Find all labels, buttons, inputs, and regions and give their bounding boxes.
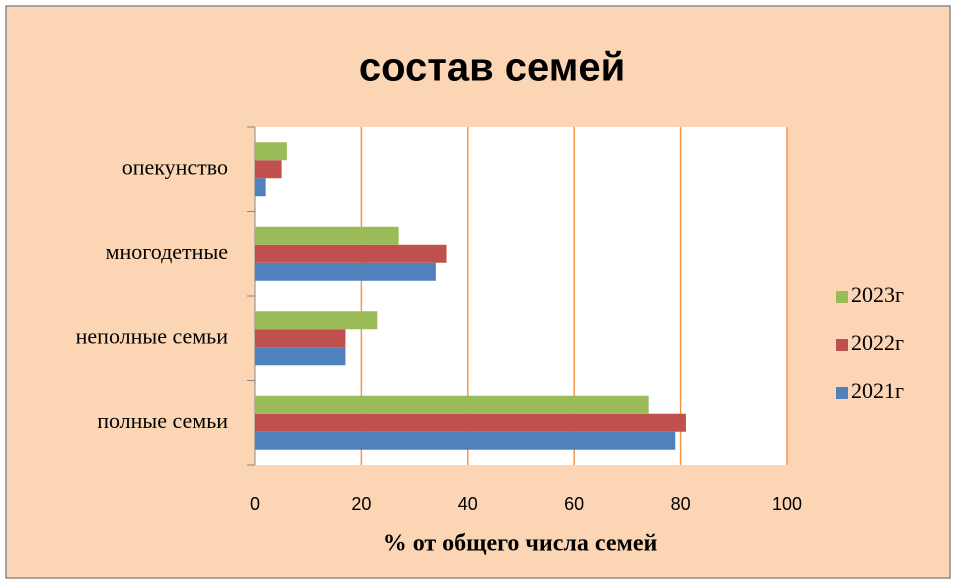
x-tick-label: 0 — [250, 494, 260, 514]
legend-swatch — [836, 291, 848, 303]
bar — [255, 395, 649, 414]
legend-swatch — [836, 339, 848, 351]
legend-swatch — [836, 387, 848, 399]
x-tick-label: 60 — [564, 494, 584, 514]
legend-label: 2021г — [851, 378, 904, 403]
y-tick-label: неполные семьи — [76, 323, 229, 348]
bar — [255, 178, 266, 197]
y-tick-label: полные семьи — [97, 408, 228, 433]
bar — [255, 160, 282, 179]
bar — [255, 413, 686, 432]
chart-title: состав семей — [359, 46, 625, 90]
x-tick-label: 40 — [458, 494, 478, 514]
bar — [255, 142, 287, 161]
bar — [255, 347, 346, 366]
bar — [255, 244, 447, 263]
legend-label: 2023г — [851, 282, 904, 307]
bar — [255, 329, 346, 348]
y-tick-label: многодетные — [106, 239, 228, 264]
x-tick-label: 80 — [671, 494, 691, 514]
x-tick-label: 20 — [351, 494, 371, 514]
bar — [255, 226, 399, 245]
bar — [255, 311, 378, 330]
x-axis-title: % от общего числа семей — [383, 531, 658, 557]
y-tick-label: опекунство — [122, 154, 228, 179]
bar — [255, 262, 436, 281]
legend-label: 2022г — [851, 330, 904, 355]
x-tick-label: 100 — [772, 494, 802, 514]
bar — [255, 431, 676, 450]
